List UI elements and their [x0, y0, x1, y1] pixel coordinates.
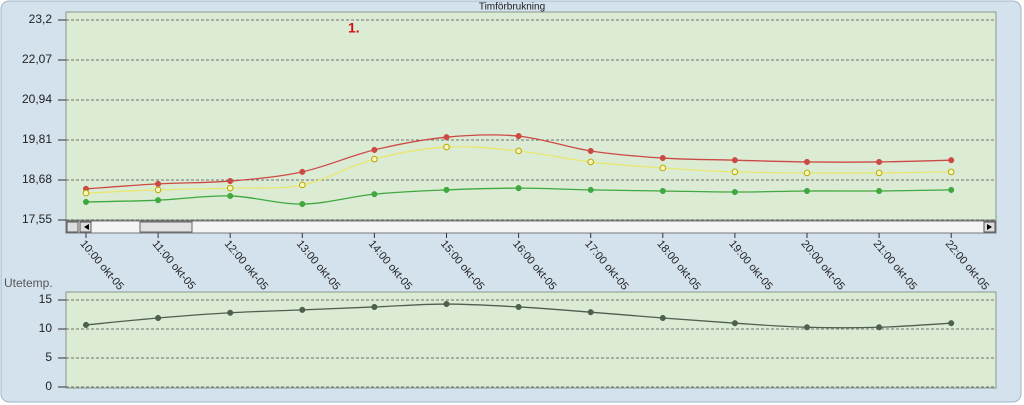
marker [731, 188, 738, 196]
marker [155, 197, 162, 204]
y-tick-label: 18,68 [22, 172, 52, 186]
y-tick-label: 5 [45, 350, 52, 364]
marker [371, 303, 378, 311]
marker [155, 314, 162, 322]
scroll-track[interactable] [65, 220, 997, 234]
y-tick-label: 17,55 [22, 212, 52, 226]
marker [659, 155, 666, 162]
marker [587, 147, 594, 155]
marker [948, 186, 955, 193]
y-tick-label: 22,07 [22, 52, 52, 66]
marker [82, 321, 90, 328]
marker [155, 180, 162, 187]
y-axis-label: Utetemp. [4, 276, 53, 290]
marker [227, 192, 234, 199]
marker [731, 320, 738, 327]
marker [154, 186, 162, 194]
marker [803, 187, 811, 195]
marker [803, 169, 811, 177]
marker [371, 155, 378, 163]
y-tick-label: 0 [45, 379, 52, 393]
marker [443, 143, 450, 151]
marker [299, 168, 306, 175]
marker [227, 178, 234, 185]
arrow [84, 224, 89, 230]
marker [659, 314, 666, 322]
marker [587, 186, 594, 193]
marker [803, 324, 811, 331]
marker [515, 133, 522, 140]
scroll-thumb[interactable] [139, 221, 193, 233]
marker [587, 309, 594, 316]
marker [659, 164, 667, 172]
marker [515, 185, 522, 192]
marker [443, 186, 450, 193]
marker [947, 168, 955, 176]
y-tick-label: 15 [39, 292, 53, 306]
y-tick-label: 23,2 [29, 12, 53, 26]
marker [587, 158, 595, 166]
marker [876, 324, 883, 331]
plot-area [65, 291, 997, 389]
marker [803, 158, 811, 165]
y-tick-label: 10 [39, 321, 53, 335]
marker [515, 303, 522, 311]
marker [299, 306, 306, 313]
marker [875, 169, 883, 177]
plot-area [65, 11, 997, 221]
y-tick-label: 19,81 [22, 132, 52, 146]
marker [876, 187, 883, 195]
arrow [987, 224, 992, 230]
marker [299, 181, 306, 189]
marker [227, 309, 234, 316]
marker [731, 157, 738, 164]
marker [443, 134, 450, 141]
marker [82, 198, 90, 205]
marker [515, 147, 522, 155]
marker [443, 301, 450, 308]
marker [226, 184, 234, 192]
marker [299, 201, 306, 208]
marker [82, 189, 90, 197]
marker [731, 168, 739, 176]
y-tick-label: 20,94 [22, 92, 52, 106]
scroll-button[interactable] [66, 221, 79, 233]
chart-title: Timförbrukning [479, 2, 545, 13]
marker [876, 158, 883, 165]
scrollbar[interactable] [65, 220, 997, 234]
marker [371, 191, 378, 198]
marker [948, 320, 955, 327]
marker [948, 157, 955, 164]
marker [371, 146, 378, 153]
annotation: 1. [348, 20, 360, 36]
marker [659, 187, 666, 195]
